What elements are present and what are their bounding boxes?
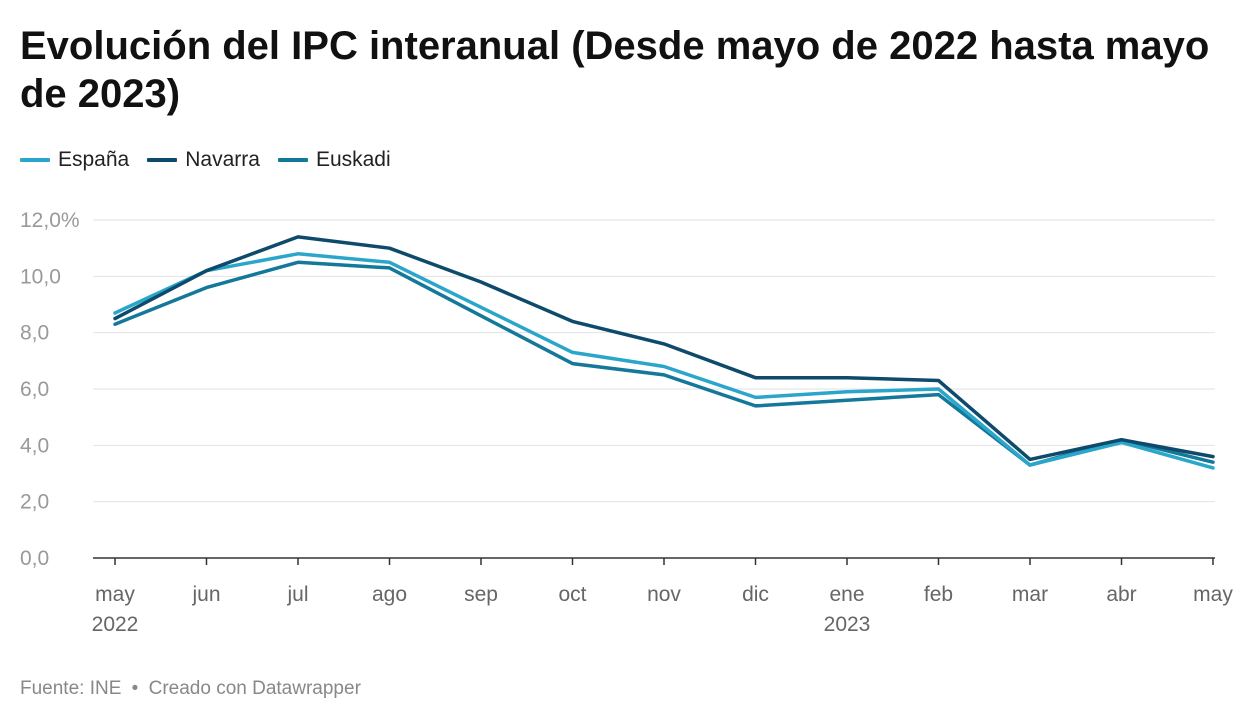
x-tick-year-label: 2022 xyxy=(92,613,139,636)
y-tick-label: 8,0 xyxy=(20,322,49,345)
x-tick-label: sep xyxy=(464,583,498,606)
chart-footer: Fuente: INE • Creado con Datawrapper xyxy=(20,678,361,700)
legend-item-euskadi: Euskadi xyxy=(277,148,391,172)
legend-label-navarra: Navarra xyxy=(185,148,260,171)
chart-legend: España Navarra Euskadi xyxy=(20,148,391,172)
x-tick-year-label: 2023 xyxy=(824,613,871,636)
x-tick-label: jun xyxy=(191,583,220,606)
x-tick-label: nov xyxy=(647,583,681,606)
series-line-espana xyxy=(113,252,1215,470)
y-tick-label: 6,0 xyxy=(20,378,49,401)
line-chart: 12,0% 10,0 8,0 6,0 4,0 2,0 0,0 may 2022 jun jul ago… xyxy=(20,209,1233,636)
x-tick-label: dic xyxy=(742,583,769,606)
y-tick-label: 2,0 xyxy=(20,491,49,514)
series-line-navarra xyxy=(113,235,1215,462)
x-tick-label: feb xyxy=(924,583,953,606)
x-tick-label: ene xyxy=(829,583,864,606)
chart-title: Evolución del IPC interanual (Desde mayo… xyxy=(20,24,1210,116)
x-tick-label: may xyxy=(95,583,135,606)
x-tick-label: oct xyxy=(558,583,586,606)
x-tick-label: jul xyxy=(286,583,308,606)
footer-source: Fuente: INE xyxy=(20,678,122,699)
legend-item-espana: España xyxy=(20,148,129,172)
legend-swatch-euskadi xyxy=(277,158,308,162)
footer-credit: Creado con Datawrapper xyxy=(148,678,361,699)
x-tick-label: abr xyxy=(1106,583,1136,606)
legend-label-euskadi: Euskadi xyxy=(315,148,391,171)
y-tick-label: 10,0 xyxy=(20,265,61,288)
footer-separator: • xyxy=(131,678,139,699)
x-tick-label: ago xyxy=(372,583,407,606)
x-tick-label: mar xyxy=(1012,583,1048,606)
legend-item-navarra: Navarra xyxy=(147,148,260,172)
legend-swatch-espana xyxy=(20,158,50,162)
series-line-euskadi xyxy=(113,260,1215,467)
legend-swatch-navarra xyxy=(147,158,178,162)
legend-label-espana: España xyxy=(58,148,130,171)
y-tick-label: 4,0 xyxy=(20,434,49,457)
y-tick-label: 12,0% xyxy=(20,209,80,232)
x-tick-label: may xyxy=(1193,583,1233,606)
y-tick-label: 0,0 xyxy=(20,547,49,570)
